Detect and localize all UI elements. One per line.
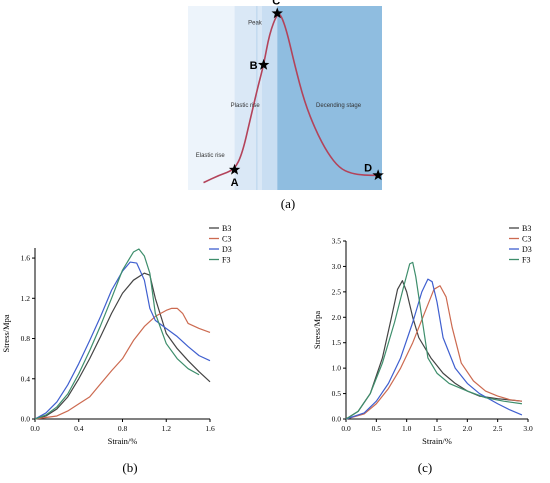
panel-c-series-b3-line — [345, 280, 522, 420]
panel-a-point-d-label: D — [364, 162, 372, 174]
panel-c-series-f3-line — [345, 261, 523, 420]
panel-c-series-c3-line — [345, 285, 523, 420]
panel-c-y-axis-label: Stress/Mpa — [312, 311, 322, 349]
panel-a-region-1 — [188, 6, 235, 190]
panel-c-x-tick-label: 3.0 — [523, 424, 533, 433]
panel-b-chart: 0.0 0.4 0.8 1.2 1.6 0.0 0.4 0.8 1.2 1.6 Strain/% St… — [1, 224, 232, 446]
panel-b-legend-label-c3: C3 — [222, 235, 231, 244]
panel-c-x-tick-label: 2.0 — [463, 424, 473, 433]
panel-b-legend-label-f3: F3 — [222, 256, 230, 265]
panel-b-series-f3-line — [34, 248, 200, 420]
panel-c-y-tick-label: 1.0 — [332, 364, 342, 373]
panel-b-y-tick-label: 1.6 — [21, 254, 31, 263]
panel-c-y-tick-label: 1.5 — [332, 338, 342, 347]
panel-b-x-tick-label: 0.4 — [74, 424, 84, 433]
panel-c-label: (c) — [418, 460, 432, 475]
panel-c-y-tick-label: 3.5 — [332, 237, 342, 246]
panel-c-series-d3-line — [345, 278, 523, 420]
panel-b-series-c3-line — [34, 307, 211, 420]
panel-c-x-tick-label: 2.5 — [493, 424, 503, 433]
panel-b-x-tick-label: 0.0 — [30, 424, 40, 433]
panel-b-y-tick-label: 0.4 — [21, 374, 31, 383]
panel-a-stage-label-3: Peak — [248, 20, 263, 26]
panel-b-legend-label-b3: B3 — [222, 224, 231, 233]
panel-b-x-tick-label: 1.6 — [205, 424, 215, 433]
panel-c-x-axis-label: Strain/% — [422, 436, 452, 446]
panel-c-x-tick-label: 0.0 — [341, 424, 351, 433]
panel-b-x-tick-label: 1.2 — [162, 424, 172, 433]
panel-c-legend-label-b3: B3 — [522, 224, 531, 233]
panel-a-stage-label-1: Elastic rise — [196, 153, 226, 159]
panel-c-legend-label-c3: C3 — [522, 235, 531, 244]
panel-a-label: (a) — [281, 196, 295, 211]
panel-c-x-tick-label: 1.0 — [402, 424, 412, 433]
panel-a-stress-strain-stages: Elastic rise Plastic rise Peak Decending st… — [188, 0, 384, 190]
panel-a-region-4 — [277, 6, 382, 190]
panel-c-y-tick-label: 2.5 — [332, 287, 342, 296]
panel-b-legend-label-d3: D3 — [222, 245, 232, 254]
panel-b-x-axis-label: Strain/% — [108, 436, 138, 446]
panel-b-label: (b) — [122, 460, 137, 475]
panel-b-series-b3-line — [34, 272, 211, 420]
panel-a-point-b-star — [257, 58, 270, 70]
panel-a-stage-label-2: Plastic rise — [231, 103, 261, 109]
panel-a-point-b-label: B — [250, 60, 258, 72]
panel-c-legend-label-f3: F3 — [522, 256, 530, 265]
panel-b-y-tick-label: 0.8 — [21, 334, 31, 343]
panel-c-x-tick-label: 1.5 — [432, 424, 442, 433]
panel-a-stage-label-4: Decending stage — [316, 103, 362, 109]
panel-b-y-axis-label: Stress/Mpa — [1, 314, 11, 352]
panel-c-y-tick-label: 2.0 — [332, 313, 342, 322]
panel-a-point-a-star — [228, 163, 241, 175]
panel-c-y-tick-label: 3.0 — [332, 262, 342, 271]
panel-a-point-c-label: C — [272, 0, 280, 7]
panel-a-point-d-star — [372, 169, 384, 181]
panel-a-point-c-star — [271, 7, 283, 19]
panel-c-x-tick-label: 0.5 — [372, 424, 382, 433]
panel-a-point-a-label: A — [231, 177, 239, 189]
panel-b-series-d3-line — [34, 261, 211, 420]
panel-b-x-tick-label: 0.8 — [118, 424, 128, 433]
panel-c-chart: 0.0 0.5 1.0 1.5 2.0 2.5 3.0 0.0 0.5 1.0 1.5 2.0 2.5 3… — [312, 224, 533, 446]
panel-c-y-tick-label: 0.0 — [332, 415, 342, 424]
panel-c-legend-label-d3: D3 — [522, 245, 532, 254]
panel-b-y-tick-label: 0.0 — [21, 415, 31, 424]
panel-c-y-tick-label: 0.5 — [332, 389, 342, 398]
panel-b-y-tick-label: 1.2 — [21, 294, 31, 303]
